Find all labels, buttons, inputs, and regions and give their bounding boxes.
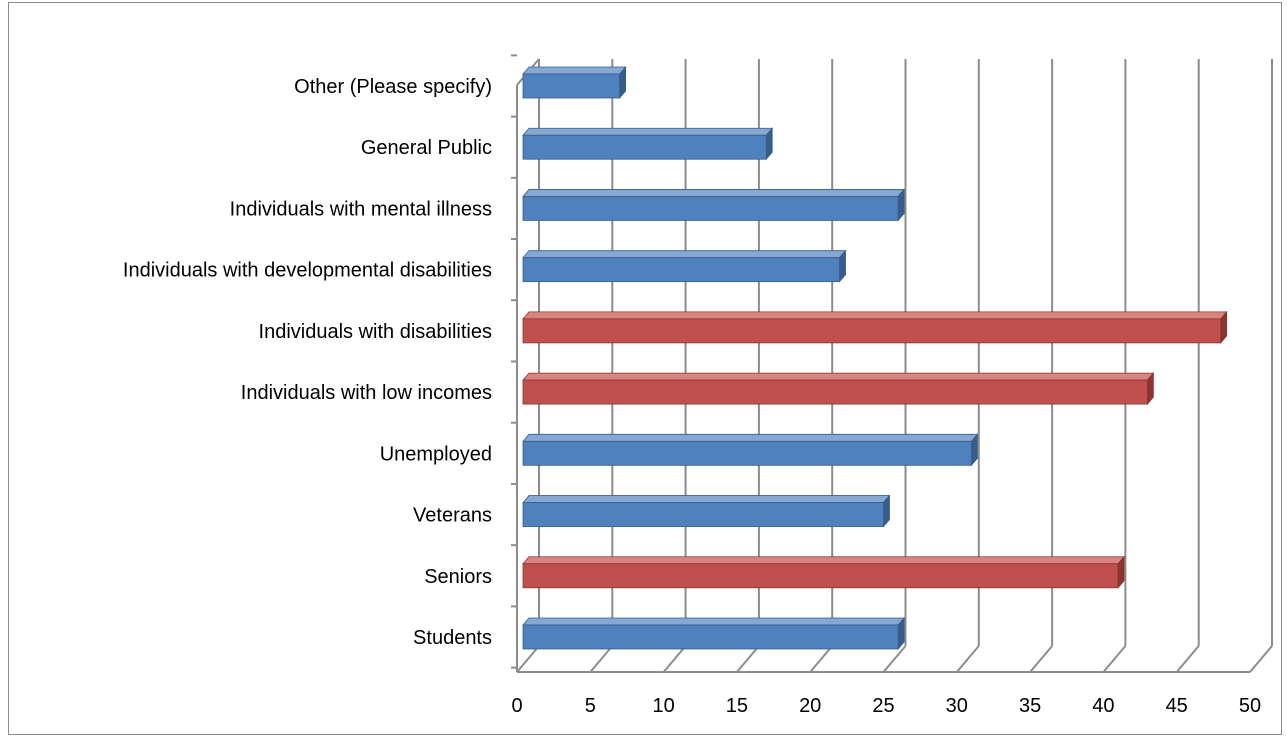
x-tick-label: 20 (799, 695, 821, 717)
floor-line-50 (1249, 645, 1273, 673)
bar (522, 249, 847, 283)
floor-line-5 (589, 645, 614, 673)
bar-front-face (522, 73, 621, 99)
bar-front-face (522, 257, 840, 283)
floor-line-20 (809, 645, 833, 673)
bar-top-face (522, 617, 906, 626)
category-label: Individuals with disabilities (259, 321, 492, 343)
category-label: Individuals with developmental disabilit… (123, 260, 492, 282)
bar-top-face (522, 311, 1228, 320)
bar-front-face (522, 318, 1222, 344)
bar (522, 127, 774, 161)
bar-front-face (522, 563, 1119, 589)
bar-front-face (522, 196, 899, 221)
bar-top-face (522, 66, 627, 75)
chart-frame (8, 2, 1282, 735)
bar (522, 65, 627, 100)
bar-front-face (522, 502, 884, 527)
category-label: Individuals with low incomes (241, 382, 492, 404)
bar-top-face (522, 495, 891, 503)
floor-line-30 (956, 645, 980, 673)
x-tick-label: 15 (726, 695, 748, 717)
category-label: Students (413, 627, 492, 649)
floor-line-10 (662, 645, 687, 673)
bar-top-face (522, 433, 979, 442)
bar (522, 310, 1228, 344)
bar (522, 188, 906, 222)
floor-line-40 (1102, 645, 1127, 673)
x-tick-label: 45 (1166, 695, 1188, 717)
category-label: Unemployed (380, 443, 492, 465)
bar (522, 616, 906, 651)
bar-top-face (522, 189, 906, 197)
floor-line-45 (1175, 645, 1200, 673)
floor-line-25 (882, 645, 907, 673)
bar-front-face (522, 134, 767, 160)
category-label: Other (Please specify) (294, 76, 492, 98)
bar (522, 555, 1125, 589)
category-label: Veterans (413, 505, 492, 527)
x-tick-label: 5 (585, 695, 596, 717)
bar-front-face (522, 440, 972, 466)
bar (522, 433, 979, 467)
bar-top-face (522, 127, 774, 136)
x-tick-label: 0 (511, 695, 522, 717)
x-tick-label: 30 (946, 695, 968, 717)
floor-line-15 (736, 645, 760, 673)
bar (522, 494, 891, 528)
bar (522, 372, 1155, 406)
x-tick-label: 10 (652, 695, 674, 717)
bar-top-face (522, 372, 1155, 381)
floor-line-0 (516, 645, 540, 673)
category-label: General Public (361, 137, 492, 159)
bar-top-face (522, 250, 847, 259)
bar-top-face (522, 556, 1125, 565)
category-label: Individuals with mental illness (230, 198, 492, 220)
x-tick-label: 35 (1019, 695, 1041, 717)
bar-front-face (522, 379, 1148, 405)
x-tick-label: 50 (1239, 695, 1261, 717)
x-tick-label: 40 (1092, 695, 1114, 717)
floor-line-35 (1029, 645, 1053, 673)
x-tick-label: 25 (872, 695, 894, 717)
bar-front-face (522, 624, 899, 650)
category-label: Seniors (424, 566, 492, 588)
